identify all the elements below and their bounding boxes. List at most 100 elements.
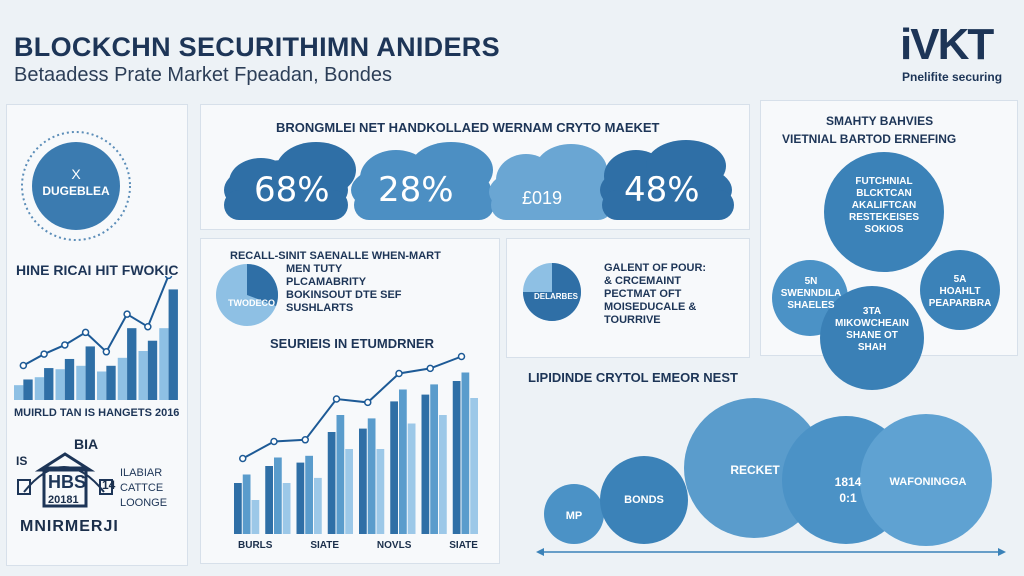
bar-chart-title: SEURIEIS IN ETUMDRNER — [270, 336, 434, 351]
mid-chart-bar — [470, 398, 478, 534]
left-chart-bar-dark — [44, 368, 54, 400]
bubble-wafoningga: WAFONINGGA — [889, 476, 967, 488]
left-chart-trend-point — [123, 310, 131, 318]
left-chart-bar-light — [97, 371, 107, 400]
bubble-c-line: MIKOWCHEAIN — [835, 318, 909, 329]
brand-logo: iVKT — [900, 20, 994, 69]
mid-right-text: GALENT OF POUR: & CRCEMAINT PECTMAT OFT … — [604, 262, 706, 327]
seal-left-text: IS — [16, 454, 28, 468]
big-bubble-line: BLCKTCAN — [856, 188, 912, 199]
left-chart-trend-point — [61, 341, 69, 349]
bubble-c-line: 3TA — [862, 306, 882, 317]
mid-chart-bar — [421, 394, 430, 534]
bar-category: SIATE — [310, 540, 340, 551]
mid-chart-trend-point — [239, 454, 247, 463]
left-chart-bar-light — [76, 365, 86, 400]
left-chart-bar-dark — [85, 346, 95, 400]
cloud-value-1: 68% — [254, 170, 330, 210]
side-note-line: LOONGE — [120, 497, 168, 509]
mid-chart-bar — [461, 372, 470, 534]
mid-left-line: MEN TUTY — [286, 263, 343, 275]
mid-chart-bar — [265, 466, 273, 534]
mid-chart-trend-point — [301, 436, 309, 444]
left-chart-bar-dark — [106, 365, 116, 400]
mid-left-text: RECALL-SINIT SAENALLE WHEN-MART MEN TUTY… — [230, 250, 441, 315]
bubble-bonds: BONDS — [624, 494, 664, 506]
left-chart-trend-point — [102, 348, 111, 356]
mid-chart-trend-point — [270, 437, 278, 446]
mid-chart-bar — [305, 455, 313, 534]
page-title: BLOCKCHN SECURITHIMN ANIDERS — [14, 32, 500, 62]
cloud-shape — [600, 140, 734, 220]
bubble-a-line: SWENNDILA — [780, 288, 842, 299]
bubble-c-line: SHANE OT — [846, 330, 898, 341]
cloud-value-2: 28% — [378, 170, 454, 210]
mid-chart-bar — [282, 483, 291, 534]
bubble-a-text: 5N SWENNDILA SHAELES — [776, 276, 846, 312]
cloud-shape — [224, 142, 356, 220]
badge-ring-graphic — [21, 131, 131, 241]
mid-chart-bar — [274, 457, 282, 534]
left-chart-trend-point — [19, 361, 28, 370]
big-bubble-text: FUTCHNIAL BLCKTCAN AKALIFTCAN RESTEKEISE… — [820, 176, 948, 236]
left-chart-bar-dark — [127, 328, 137, 400]
brand-tagline: Pnelifite securing — [902, 70, 1003, 84]
left-chart-trend-point — [144, 322, 152, 331]
bubble-1814: 1814 0:1 — [834, 475, 862, 505]
mid-left-line: BOKINSOUT DTE SEF — [286, 289, 402, 301]
side-note: ILABIAR CATTCE LOONGE — [120, 466, 167, 511]
mid-chart-bar — [314, 477, 322, 534]
cloud-value-4: 48% — [624, 170, 700, 210]
left-chart-title: HINE RICAI HIT FWOKIC — [16, 262, 179, 278]
mid-right-line: MOISEDUCALE & — [604, 301, 697, 313]
seal-bottom-text: MNIRMERJI — [20, 518, 119, 535]
right-top-heading-1: SMAHTY BAHVIES — [826, 114, 934, 128]
mid-chart-bar — [407, 423, 416, 534]
mid-left-line: PLCAMABRITY — [286, 276, 367, 288]
left-bar-chart — [14, 276, 178, 400]
mid-chart-bar — [399, 389, 407, 534]
big-bubble-line: AKALIFTCAN — [851, 200, 917, 211]
left-chart-bar-dark — [23, 379, 33, 400]
bubble-c-text: 3TA MIKOWCHEAIN SHANE OT SHAH — [832, 306, 912, 354]
left-chart-trend-point — [81, 328, 90, 337]
mid-right-pie-label: DELARBES — [534, 292, 579, 301]
mid-chart-trend-point — [395, 369, 403, 378]
bubble-b-line: HOAHLT — [939, 286, 981, 297]
mid-right-pie — [523, 263, 581, 321]
cloud-shape — [351, 142, 494, 220]
mid-right-line: PECTMAT OFT — [604, 288, 682, 300]
mid-left-pie — [216, 264, 279, 326]
right-bubbles-graphic — [772, 152, 1000, 390]
mid-chart-bar — [376, 449, 385, 534]
mid-right-line: TOURRIVE — [604, 314, 661, 326]
mid-left-line: SUSHLARTS — [286, 302, 354, 314]
clouds-heading: BRONGMLEI NET HANDKOLLAED WERNAM CRYTO M… — [276, 120, 660, 135]
seal-stamp: BIA HBS 20181 IS 14 MNIRMERJI — [14, 432, 118, 542]
bubble-b-line: PEAPARBRA — [928, 298, 992, 309]
seal-mid-text: HBS — [48, 472, 87, 492]
mid-chart-bar — [251, 500, 260, 534]
bubble-b-text: 5A HOAHLT PEAPARBRA — [922, 274, 998, 310]
bottom-bubbles-graphic — [536, 398, 1006, 556]
mid-chart-trend-point — [364, 398, 372, 407]
mid-right-line: & CRCEMAINT — [604, 275, 681, 287]
seal-year-text: 20181 — [48, 494, 79, 506]
bubble-b-line: 5A — [953, 274, 967, 285]
bar-category: SIATE — [449, 540, 478, 551]
mid-chart-bar — [327, 432, 336, 534]
left-chart-bar-dark — [168, 289, 178, 400]
left-chart-bar-light — [14, 385, 24, 400]
bubble-a-line: SHAELES — [787, 300, 835, 311]
seal-top-text: BIA — [74, 436, 99, 452]
left-chart-bar-dark — [64, 358, 75, 400]
cloud-shape — [489, 144, 613, 220]
bar-category: NOVLS — [376, 540, 412, 551]
mid-chart-bar — [359, 428, 367, 534]
bubble-a-line: 5N — [804, 276, 818, 287]
mid-left-pie-label: TWODECO — [228, 298, 275, 308]
left-chart-bar-dark — [147, 340, 158, 400]
left-chart-bar-light — [34, 377, 45, 400]
badge-label: DUGEBLEA — [42, 184, 110, 198]
mid-chart-trend-point — [457, 352, 466, 361]
